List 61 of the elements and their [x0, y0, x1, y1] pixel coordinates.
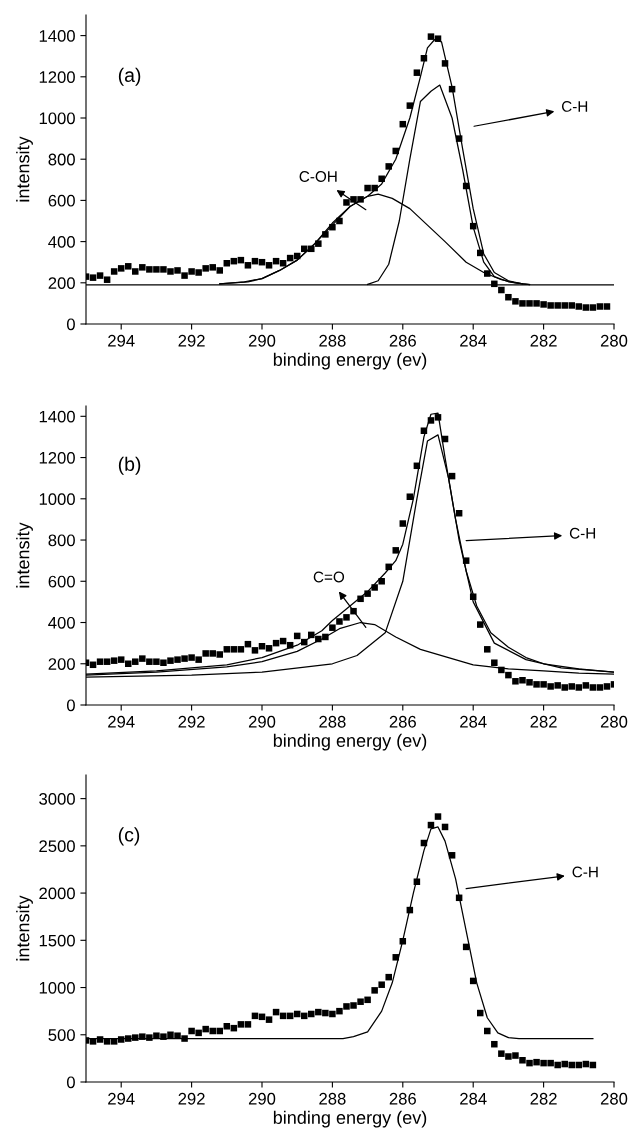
x-tick-label: 286	[389, 334, 416, 347]
y-tick-label: 3000	[39, 793, 75, 805]
x-tick-label: 294	[108, 334, 135, 347]
annotation: C-OH	[299, 171, 337, 182]
x-axis-title: binding energy (ev)	[273, 733, 427, 751]
x-tick-label: 284	[460, 334, 487, 347]
x-tick-label: 282	[530, 1092, 557, 1105]
y-axis-title: intensity	[16, 136, 33, 202]
y-tick-label: 1000	[39, 493, 75, 505]
y-tick-label: 400	[48, 236, 75, 248]
y-tick-label: 1500	[39, 934, 75, 947]
y-tick-label: 1200	[39, 451, 75, 464]
x-tick-label: 290	[248, 1092, 276, 1105]
x-tick-label: 288	[319, 1092, 346, 1105]
annotation: C=O	[313, 571, 345, 583]
x-tick-label: 280	[600, 715, 628, 728]
y-tick-label: 2000	[39, 887, 75, 900]
y-tick-label: 0	[66, 699, 75, 712]
y-tick-label: 400	[48, 616, 75, 629]
x-tick-label: 288	[319, 334, 346, 347]
annotation: C-H	[561, 100, 588, 112]
x-tick-label: 292	[178, 715, 205, 728]
y-axis-title: intensity	[16, 895, 33, 961]
x-tick-label: 292	[178, 1092, 205, 1105]
y-tick-label: 1200	[39, 71, 75, 83]
y-tick-label: 1400	[39, 30, 75, 42]
x-tick-label: 282	[530, 715, 557, 728]
x-tick-label: 286	[389, 715, 416, 728]
y-tick-label: 1400	[39, 410, 75, 423]
x-tick-label: 286	[389, 1092, 416, 1105]
y-tick-label: 500	[48, 1029, 75, 1041]
x-tick-label: 284	[460, 715, 487, 728]
y-tick-label: 800	[48, 534, 75, 547]
x-tick-label: 280	[600, 334, 628, 347]
y-tick-label: 600	[48, 575, 75, 588]
y-tick-label: 0	[66, 318, 75, 331]
x-tick-label: 284	[460, 1092, 487, 1105]
y-tick-label: 600	[48, 194, 75, 207]
y-tick-label: 200	[48, 277, 75, 289]
y-tick-label: 2500	[39, 840, 75, 853]
y-tick-label: 800	[48, 153, 75, 166]
annotation: C-H	[572, 866, 598, 878]
x-axis-title: binding energy (ev)	[273, 1110, 427, 1128]
x-tick-label: 290	[248, 715, 276, 728]
y-tick-label: 200	[48, 658, 75, 670]
annotation: (c)	[118, 827, 140, 846]
x-tick-label: 280	[600, 1092, 628, 1105]
x-tick-label: 288	[319, 715, 346, 728]
x-tick-label: 292	[178, 334, 205, 347]
annotation: C-H	[569, 527, 596, 539]
annotation: (a)	[118, 67, 141, 86]
x-tick-label: 294	[108, 715, 135, 728]
annotation: (b)	[118, 456, 141, 475]
x-axis-title: binding energy (ev)	[273, 352, 427, 370]
y-tick-label: 1000	[39, 112, 75, 125]
x-tick-label: 290	[248, 334, 276, 347]
y-tick-label: 1000	[39, 981, 75, 994]
x-tick-label: 294	[108, 1092, 135, 1105]
x-tick-label: 282	[530, 334, 557, 347]
y-axis-title: intensity	[16, 522, 33, 588]
y-tick-label: 0	[66, 1076, 75, 1089]
